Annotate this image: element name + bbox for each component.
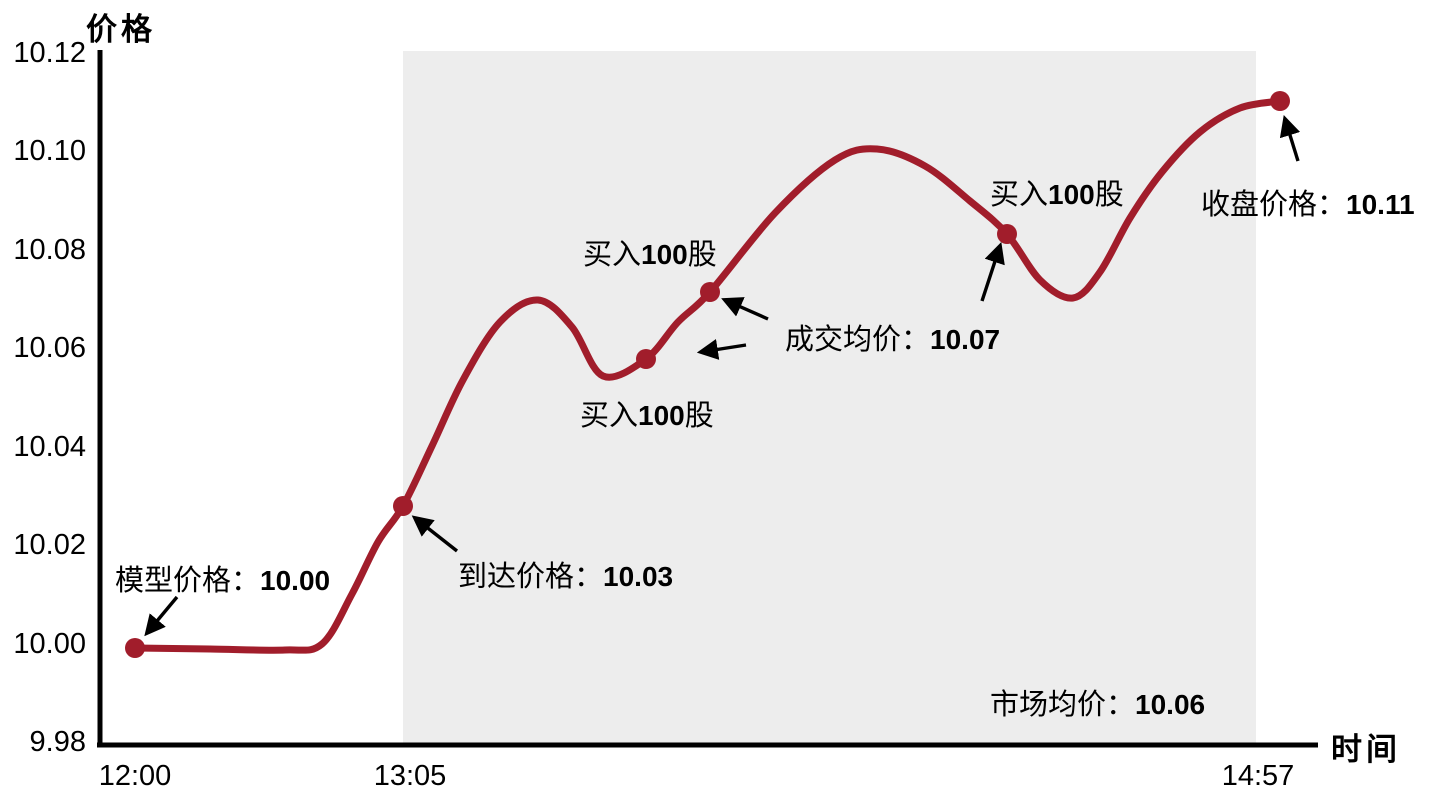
annotation-arrow <box>144 595 179 637</box>
annotation-text: 收盘价格： <box>1201 189 1347 221</box>
y-tick-label: 10.02 <box>13 529 86 561</box>
annotation-avg-fill-price: 成交均价：10.07 <box>785 316 1000 358</box>
y-tick-label: 9.98 <box>29 726 86 758</box>
y-tick-label: 10.04 <box>13 431 86 463</box>
annotation-value: 10.07 <box>930 324 1001 355</box>
annotation-market-avg-price: 市场均价：10.06 <box>990 681 1205 723</box>
annotation-value: 10.11 <box>1346 189 1415 220</box>
data-point-marker <box>1270 91 1290 111</box>
annotation-value: 10.00 <box>260 565 331 596</box>
data-point-marker <box>700 282 720 302</box>
annotation-arrow <box>980 241 1005 302</box>
annotation-text: 股 <box>1094 179 1124 211</box>
y-tick-label: 10.08 <box>13 234 86 266</box>
x-tick-label: 14:57 <box>1221 760 1295 792</box>
annotation-value: 10.03 <box>603 561 674 592</box>
x-axis-title: 时间 <box>1331 732 1401 767</box>
annotation-text: 模型价格： <box>115 565 261 597</box>
annotation-buy-1: 买入100股 <box>580 392 714 434</box>
data-point-marker <box>393 496 413 516</box>
price-line <box>131 97 1284 654</box>
annotation-text: 成交均价： <box>785 324 931 356</box>
annotation-arrow <box>1279 114 1301 162</box>
y-axis-title: 价格 <box>86 12 156 47</box>
data-point-marker <box>125 638 145 658</box>
y-tick-label: 10.12 <box>13 37 86 69</box>
annotation-text: 买入 <box>583 239 642 271</box>
annotation-text: 买入 <box>580 400 639 432</box>
x-tick-label: 13:05 <box>373 760 447 792</box>
annotation-text: 市场均价： <box>990 689 1136 721</box>
annotation-text: 股 <box>687 239 717 271</box>
annotation-arrow <box>696 338 747 360</box>
y-tick-label: 10.06 <box>13 332 86 364</box>
y-tick-label: 10.10 <box>13 135 86 167</box>
annotation-text: 到达价格： <box>458 561 604 593</box>
annotation-arrow <box>721 297 769 321</box>
annotation-text: 股 <box>684 400 714 432</box>
annotation-value: 100 <box>638 400 685 431</box>
annotation-value: 100 <box>1048 179 1095 210</box>
annotation-value: 100 <box>641 239 688 270</box>
execution-window-region <box>403 51 1256 743</box>
annotation-value: 10.06 <box>1135 689 1206 720</box>
data-point-marker <box>997 224 1017 244</box>
annotation-buy-2: 买入100股 <box>583 231 717 273</box>
data-point-marker <box>636 349 656 369</box>
y-tick-label: 10.00 <box>13 628 86 660</box>
annotation-model-price: 模型价格：10.00 <box>115 557 330 599</box>
annotation-buy-3: 买入100股 <box>990 171 1124 213</box>
x-tick-label: 12:00 <box>98 760 172 792</box>
annotation-text: 买入 <box>990 179 1049 211</box>
annotation-close-price: 收盘价格：10.11 <box>1201 181 1415 223</box>
annotation-arrow <box>411 515 459 553</box>
annotation-arrival-price: 到达价格：10.03 <box>458 553 673 595</box>
